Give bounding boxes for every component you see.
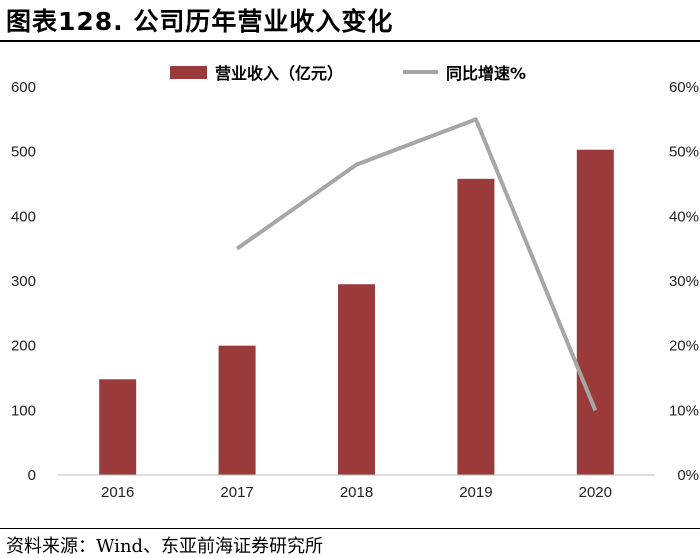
legend-bar-swatch bbox=[170, 66, 207, 79]
revenue-bar bbox=[338, 284, 375, 475]
left-tick-label: 100 bbox=[11, 402, 36, 419]
left-tick-label: 500 bbox=[11, 144, 36, 161]
x-tick-label: 2018 bbox=[340, 484, 373, 501]
line-series bbox=[235, 117, 598, 412]
legend: 营业收入（亿元） 同比增速% bbox=[170, 64, 526, 83]
source-divider bbox=[0, 528, 700, 529]
revenue-bar bbox=[576, 149, 614, 475]
x-axis: 2016 2017 2018 2019 2020 bbox=[58, 474, 655, 501]
figure-title: 图表128. 公司历年营业收入变化 bbox=[6, 7, 394, 36]
revenue-chart: 0 100 200 300 400 500 600 0% 10% 20% 30% 40% 50% 60%… bbox=[11, 64, 699, 501]
x-tick-label: 2019 bbox=[459, 484, 492, 501]
right-tick-label: 50% bbox=[669, 144, 699, 161]
legend-line-label: 同比增速% bbox=[446, 64, 526, 83]
left-axis: 0 100 200 300 400 500 600 bbox=[11, 79, 36, 484]
right-axis: 0% 10% 20% 30% 40% 50% 60% bbox=[669, 79, 699, 484]
legend-bar-label: 营业收入（亿元） bbox=[215, 64, 343, 83]
x-tick-label: 2017 bbox=[220, 484, 253, 501]
source-note: 资料来源：Wind、东亚前海证券研究所 bbox=[6, 536, 324, 557]
left-tick-label: 300 bbox=[11, 273, 36, 290]
right-tick-label: 40% bbox=[669, 208, 699, 225]
right-tick-label: 0% bbox=[677, 467, 699, 484]
bar-series bbox=[99, 149, 614, 475]
revenue-bar bbox=[457, 178, 495, 475]
left-tick-label: 400 bbox=[11, 208, 36, 225]
right-tick-label: 60% bbox=[669, 79, 699, 96]
right-tick-label: 30% bbox=[669, 273, 699, 290]
revenue-bar bbox=[99, 379, 137, 475]
right-tick-label: 20% bbox=[669, 338, 699, 355]
x-tick-label: 2020 bbox=[579, 484, 612, 501]
title-divider bbox=[0, 40, 700, 42]
left-tick-label: 200 bbox=[11, 338, 36, 355]
left-tick-label: 0 bbox=[28, 467, 36, 484]
left-tick-label: 600 bbox=[11, 79, 36, 96]
revenue-bar bbox=[218, 345, 256, 475]
right-tick-label: 10% bbox=[669, 402, 699, 419]
x-tick-label: 2016 bbox=[101, 484, 134, 501]
growth-line bbox=[235, 117, 598, 412]
